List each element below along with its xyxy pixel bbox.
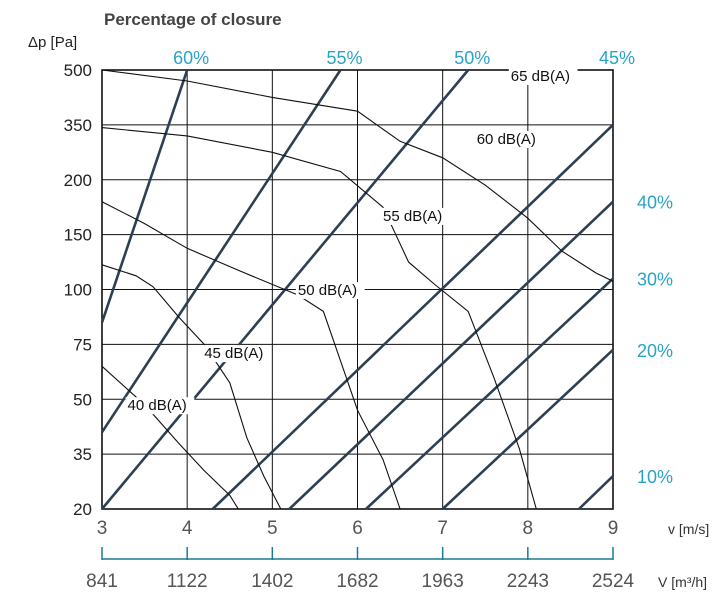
x-axis-label: v [m/s] [668, 521, 709, 537]
closure-line [441, 348, 614, 510]
closure-lines [100, 69, 614, 510]
x2-tick-label: 2243 [507, 571, 549, 592]
noise-label: 55 dB(A) [383, 208, 442, 225]
closure-label: 20% [637, 341, 673, 361]
y-axis-label: Δp [Pa] [28, 34, 77, 51]
y-tick-label: 500 [64, 61, 92, 80]
x-tick-label: 5 [267, 518, 278, 539]
chart-title: Percentage of closure [104, 10, 282, 29]
y-tick-label: 350 [64, 116, 92, 135]
closure-line [100, 69, 189, 323]
noise-curve [101, 201, 401, 510]
noise-label: 40 dB(A) [128, 397, 187, 414]
x-tick-label: 7 [437, 518, 448, 539]
closure-label: 10% [637, 467, 673, 487]
x-tick-label: 6 [352, 518, 363, 539]
noise-label-bg [381, 207, 450, 225]
noise-curve [101, 69, 614, 282]
noise-curve [101, 365, 239, 510]
x2-tick-label: 1682 [336, 571, 378, 592]
x-tick-label: 4 [182, 518, 193, 539]
x-tick-label: 3 [97, 518, 108, 539]
x-tick-label: 9 [608, 518, 619, 539]
noise-curves [101, 69, 614, 510]
closure-line [211, 123, 614, 510]
x2-tick-label: 1963 [422, 571, 464, 592]
closure-line [365, 277, 614, 510]
noise-label: 65 dB(A) [511, 68, 570, 85]
closure-line [288, 200, 614, 510]
noise-curve [101, 127, 537, 510]
y-tick-label: 20 [73, 500, 92, 519]
y-tick-label: 100 [64, 281, 92, 300]
noise-label-bg [508, 67, 578, 85]
y-tick-label: 75 [73, 335, 92, 354]
y-tick-label: 150 [64, 226, 92, 245]
y-tick-label: 50 [73, 390, 92, 409]
y-tick-label: 35 [73, 445, 92, 464]
x2-axis [101, 547, 614, 560]
noise-label: 45 dB(A) [204, 345, 263, 362]
closure-line [100, 69, 342, 433]
noise-label-bg [202, 345, 271, 363]
plot-frame [101, 69, 614, 510]
noise-label-bg [295, 281, 365, 299]
x-tick-label: 8 [523, 518, 534, 539]
noise-label-bg [474, 131, 544, 149]
noise-label: 60 dB(A) [477, 131, 536, 148]
x2-tick-label: 2524 [592, 571, 635, 592]
x2-axis-label: V [m³/h] [658, 574, 707, 590]
noise-curve [101, 264, 282, 510]
x2-tick-label: 841 [86, 571, 118, 592]
closure-label: 55% [326, 48, 362, 68]
closure-label: 50% [454, 48, 490, 68]
noise-label: 50 dB(A) [298, 282, 357, 299]
closure-line [578, 475, 614, 510]
chart-labels: 500 350 200 150 100 75 50 35 20 3 4 5 6 7 8 9 60% 55% 50% 4… [64, 48, 673, 592]
x2-tick-label: 1122 [167, 571, 208, 592]
x2-tick-label: 1402 [251, 571, 293, 592]
closure-label: 60% [173, 48, 209, 68]
closure-label: 45% [599, 48, 635, 68]
y-tick-label: 200 [64, 171, 92, 190]
noise-label-bg [125, 397, 195, 415]
closure-label: 40% [637, 193, 673, 213]
closure-label: 30% [637, 270, 673, 290]
